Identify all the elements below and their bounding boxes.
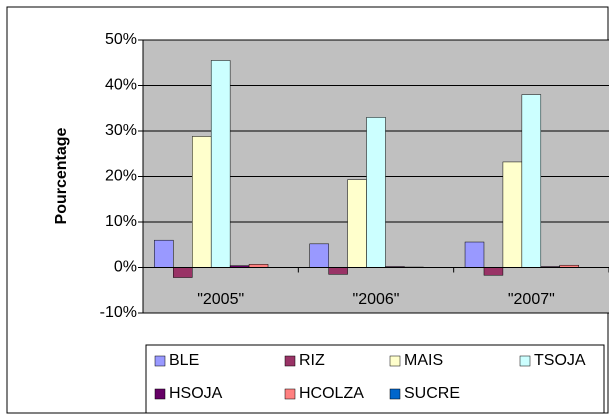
legend-label: SUCRE — [404, 385, 460, 402]
x-tick-label: "2005" — [197, 291, 244, 308]
bar — [483, 267, 504, 276]
legend-label: RIZ — [299, 352, 325, 369]
legend-swatch — [389, 355, 401, 367]
y-tick-label: 0% — [114, 259, 137, 276]
bar — [464, 241, 485, 268]
legend-label: HCOLZA — [299, 385, 364, 402]
bar — [192, 136, 212, 268]
bar — [309, 243, 329, 268]
bar — [154, 239, 174, 268]
bar — [328, 267, 348, 275]
legend-swatch — [284, 388, 296, 400]
bar — [210, 60, 231, 268]
bar — [366, 117, 386, 268]
legend-swatch — [284, 355, 296, 367]
y-axis-label: Pourcentage — [53, 127, 70, 224]
legend-label: MAIS — [404, 352, 443, 369]
bar — [173, 267, 193, 278]
y-tick-label: 30% — [105, 122, 137, 139]
legend-label: TSOJA — [534, 352, 586, 369]
bar — [347, 179, 367, 268]
legend-swatch — [519, 355, 531, 367]
x-tick-label: "2006" — [353, 291, 400, 308]
y-tick-label: 50% — [105, 31, 137, 48]
legend-label: BLE — [169, 352, 199, 369]
legend-swatch — [154, 355, 166, 367]
y-tick-label: 10% — [105, 213, 137, 230]
legend-label: HSOJA — [169, 385, 223, 402]
x-tick-label: "2007" — [508, 291, 555, 308]
legend-swatch — [154, 388, 166, 400]
y-tick-label: 40% — [105, 77, 137, 94]
legend-swatch — [389, 388, 401, 400]
bar — [521, 94, 542, 268]
y-tick-label: 20% — [105, 168, 137, 185]
bar — [502, 161, 523, 268]
y-tick-label: -10% — [100, 304, 137, 321]
